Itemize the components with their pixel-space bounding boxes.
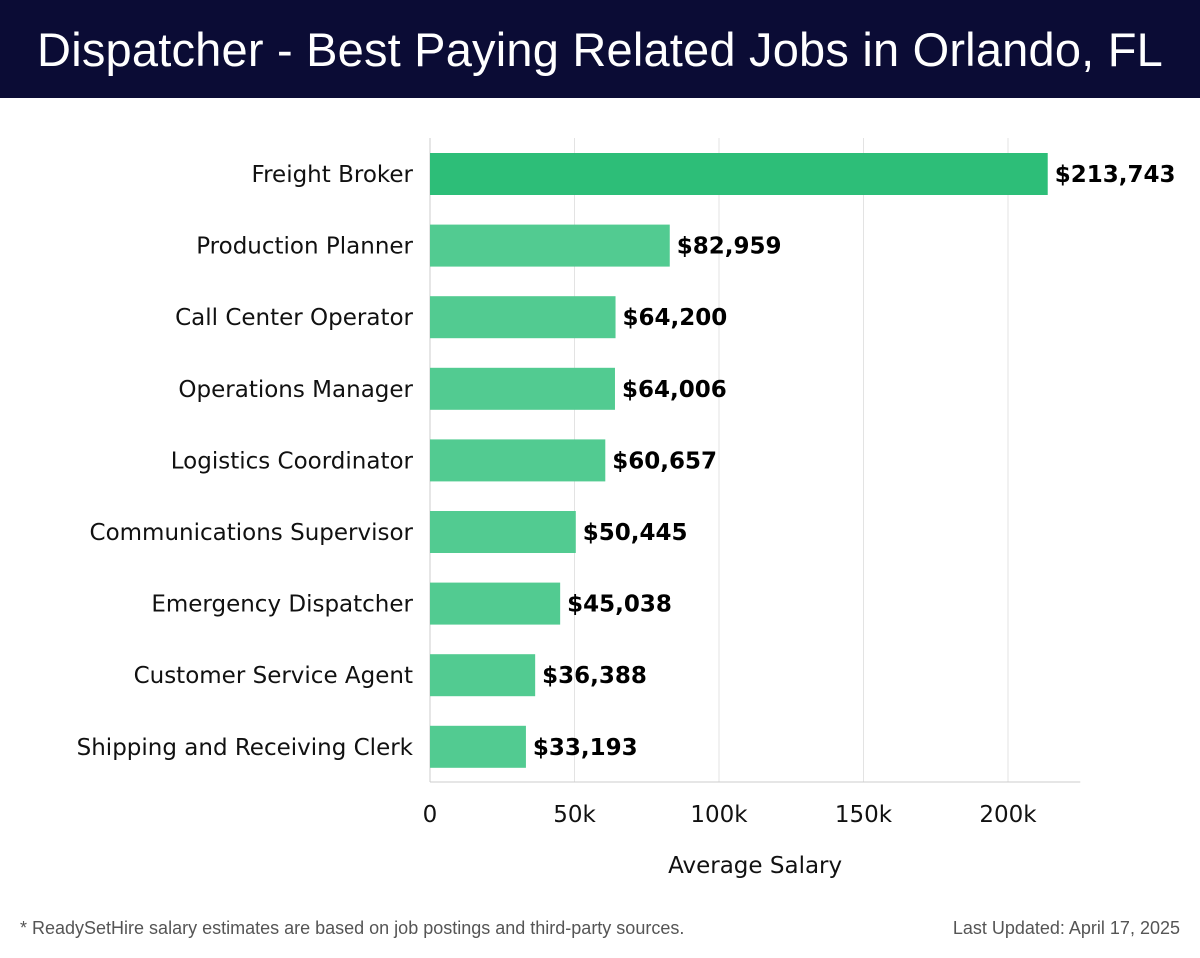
category-label: Operations Manager: [178, 377, 413, 403]
value-label: $60,657: [612, 448, 717, 474]
x-axis-label: Average Salary: [668, 853, 842, 879]
category-label: Call Center Operator: [175, 305, 413, 331]
page-title: Dispatcher - Best Paying Related Jobs in…: [37, 23, 1163, 76]
x-tick-label: 150k: [835, 802, 893, 828]
bar: [430, 582, 561, 625]
value-label: $36,388: [542, 663, 647, 689]
value-label: $82,959: [677, 234, 782, 260]
bar: [430, 153, 1048, 195]
bar: [430, 725, 526, 768]
header-banner: Dispatcher - Best Paying Related Jobs in…: [0, 0, 1200, 98]
salary-bar-chart: 0 50k 100k 150k 200k Average Salary Freight Br…: [77, 138, 1176, 879]
x-tick-label: 100k: [690, 802, 748, 828]
x-tick-label: 0: [423, 802, 438, 828]
value-label: $50,445: [583, 520, 688, 546]
category-label: Logistics Coordinator: [171, 448, 414, 474]
category-label: Communications Supervisor: [90, 520, 414, 546]
category-label: Shipping and Receiving Clerk: [77, 735, 414, 761]
category-label: Emergency Dispatcher: [151, 592, 413, 618]
footer-note: * ReadySetHire salary estimates are base…: [20, 918, 685, 938]
bar: [430, 511, 576, 553]
category-label: Freight Broker: [252, 162, 414, 188]
category-label: Production Planner: [196, 234, 413, 260]
value-label: $64,200: [623, 305, 728, 331]
bar: [430, 367, 615, 410]
bar: [430, 654, 536, 697]
value-label: $64,006: [622, 377, 727, 403]
x-tick-label: 50k: [553, 802, 596, 828]
bar: [430, 439, 606, 482]
value-label: $45,038: [567, 592, 672, 618]
bar: [430, 224, 670, 267]
last-updated: Last Updated: April 17, 2025: [952, 918, 1180, 938]
bar: [430, 296, 616, 339]
value-label: $213,743: [1055, 162, 1176, 188]
value-label: $33,193: [533, 735, 638, 761]
category-label: Customer Service Agent: [134, 663, 413, 689]
x-tick-label: 200k: [979, 802, 1037, 828]
